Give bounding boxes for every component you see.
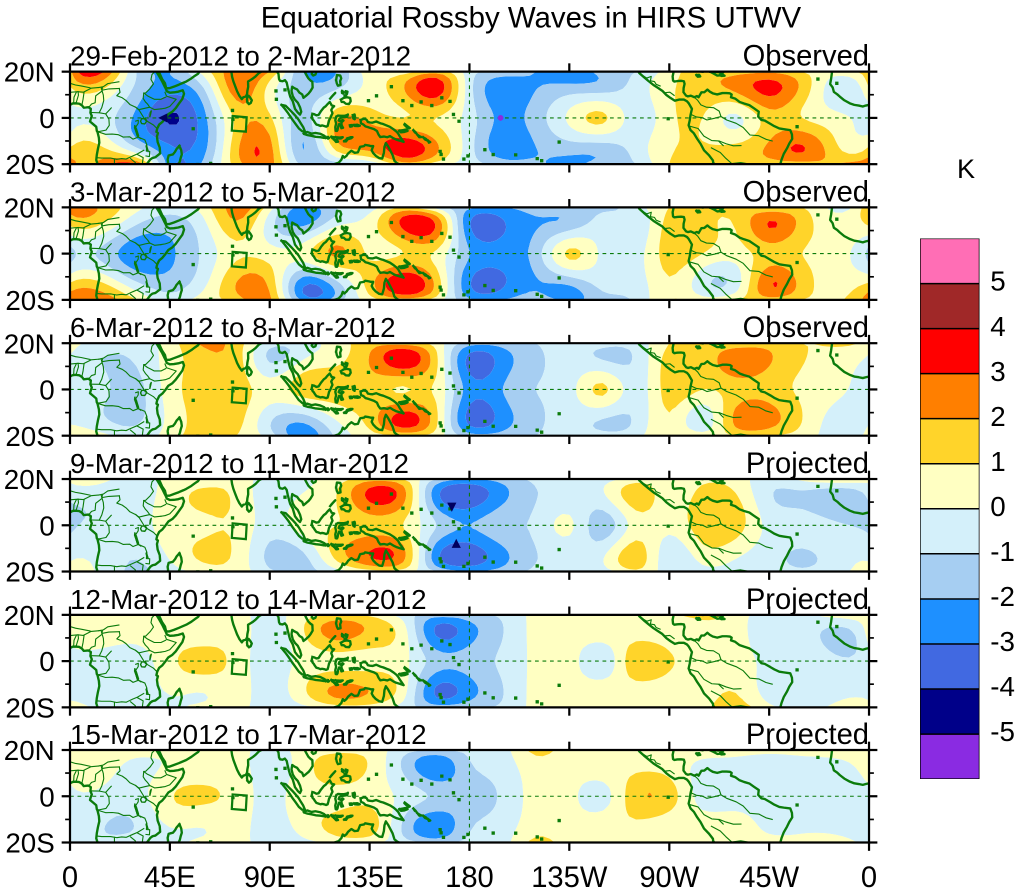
svg-text:135W: 135W [531,862,608,890]
svg-text:0: 0 [39,103,54,134]
svg-text:20N: 20N [4,328,55,359]
svg-text:0: 0 [990,491,1005,522]
svg-text:-5: -5 [990,716,1015,747]
svg-text:20S: 20S [5,149,54,180]
svg-text:4: 4 [990,311,1005,342]
svg-text:20S: 20S [5,557,54,588]
svg-text:20S: 20S [5,692,54,723]
svg-text:Projected: Projected [746,584,869,616]
svg-text:90E: 90E [244,862,296,890]
svg-text:-4: -4 [990,671,1015,702]
svg-text:0: 0 [39,781,54,812]
svg-text:20N: 20N [4,193,55,224]
svg-text:6-Mar-2012 to 8-Mar-2012: 6-Mar-2012 to 8-Mar-2012 [70,312,396,343]
svg-text:0: 0 [39,375,54,406]
svg-text:3: 3 [990,356,1005,387]
svg-text:0: 0 [39,646,54,677]
svg-text:3-Mar-2012 to 5-Mar-2012: 3-Mar-2012 to 5-Mar-2012 [70,176,396,207]
svg-text:Equatorial Rossby Waves in HIR: Equatorial Rossby Waves in HIRS UTWV [261,2,802,35]
svg-text:Observed: Observed [743,41,869,73]
svg-text:90W: 90W [639,862,699,890]
svg-text:135E: 135E [336,862,404,890]
svg-text:0: 0 [39,510,54,541]
svg-text:Projected: Projected [746,448,869,480]
svg-text:45E: 45E [144,862,196,890]
svg-text:20N: 20N [4,735,55,766]
svg-text:0: 0 [39,239,54,270]
svg-text:Observed: Observed [743,176,869,208]
svg-text:45W: 45W [739,862,799,890]
svg-text:12-Mar-2012 to 14-Mar-2012: 12-Mar-2012 to 14-Mar-2012 [70,584,427,615]
svg-text:-1: -1 [990,536,1015,567]
svg-text:Observed: Observed [743,312,869,344]
svg-text:20S: 20S [5,285,54,316]
svg-text:0: 0 [62,862,78,890]
svg-text:1: 1 [990,446,1005,477]
svg-text:Projected: Projected [746,719,869,751]
svg-text:-3: -3 [990,626,1015,657]
svg-text:K: K [957,153,975,184]
svg-text:20N: 20N [4,57,55,88]
svg-text:20S: 20S [5,828,54,859]
svg-text:-2: -2 [990,581,1015,612]
svg-text:20S: 20S [5,421,54,452]
svg-text:180: 180 [445,862,494,890]
svg-text:20N: 20N [4,600,55,631]
svg-text:5: 5 [990,266,1005,297]
svg-text:15-Mar-2012 to 17-Mar-2012: 15-Mar-2012 to 17-Mar-2012 [70,719,427,750]
svg-text:29-Feb-2012 to 2-Mar-2012: 29-Feb-2012 to 2-Mar-2012 [70,41,411,72]
svg-text:0: 0 [861,862,877,890]
svg-text:9-Mar-2012 to 11-Mar-2012: 9-Mar-2012 to 11-Mar-2012 [70,448,409,479]
svg-text:2: 2 [990,401,1005,432]
svg-text:20N: 20N [4,464,55,495]
